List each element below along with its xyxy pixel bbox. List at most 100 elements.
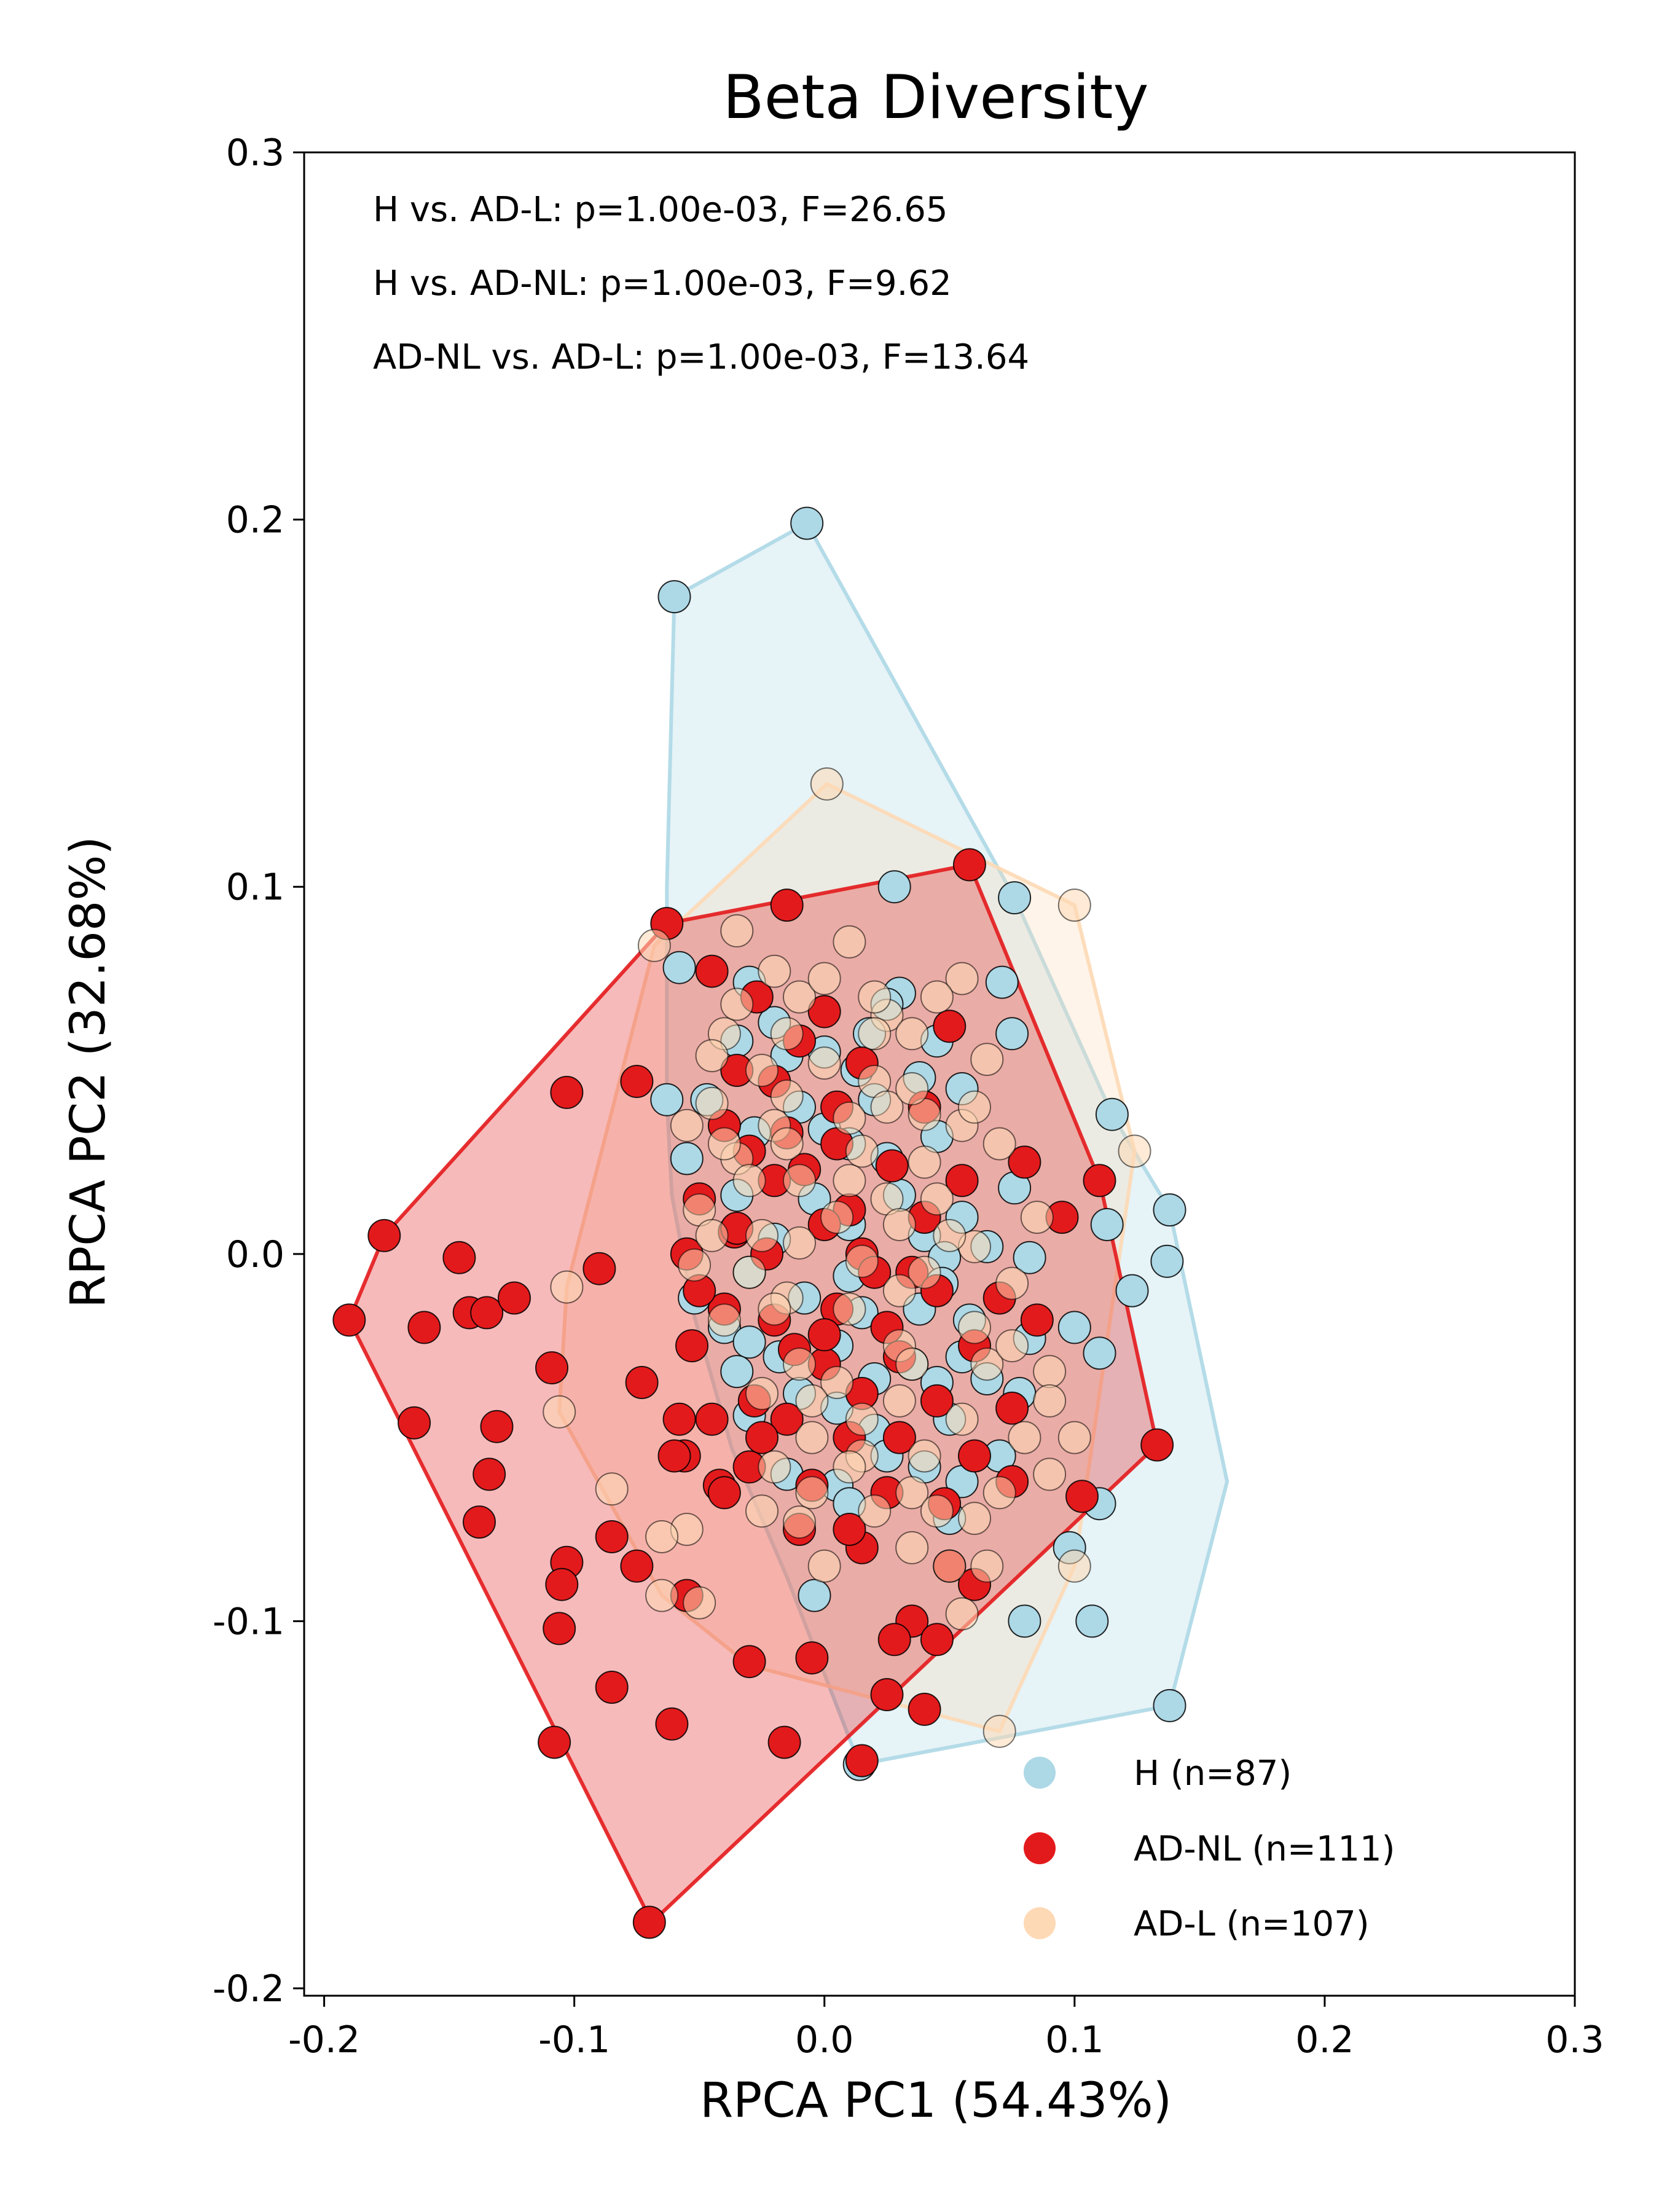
point-adnl bbox=[473, 1457, 506, 1491]
point-adl bbox=[970, 1043, 1004, 1077]
y-tick-label: -0.2 bbox=[213, 1967, 284, 2010]
point-adl bbox=[695, 1039, 729, 1073]
point-adl bbox=[920, 1494, 954, 1528]
point-adl bbox=[807, 1549, 841, 1583]
point-adl bbox=[908, 1439, 941, 1473]
point-adl bbox=[720, 914, 754, 947]
point-adl bbox=[807, 1046, 841, 1080]
point-adnl bbox=[535, 1351, 568, 1385]
point-adnl bbox=[920, 1384, 954, 1418]
point-adl bbox=[982, 1714, 1016, 1748]
point-adnl bbox=[463, 1505, 496, 1539]
annotation-adnl-vs-adl: AD-NL vs. AD-L: p=1.00e-03, F=13.64 bbox=[373, 337, 1029, 377]
point-adl bbox=[595, 1472, 629, 1506]
point-adnl bbox=[595, 1520, 629, 1553]
point-adl bbox=[807, 962, 841, 995]
point-adl bbox=[845, 1244, 879, 1278]
point-adnl bbox=[470, 1296, 504, 1330]
x-tick-label: -0.2 bbox=[288, 2018, 360, 2061]
point-adl bbox=[833, 925, 866, 959]
x-tick-label: -0.1 bbox=[538, 2018, 610, 2061]
point-adl bbox=[882, 1274, 916, 1308]
point-adnl bbox=[657, 1439, 691, 1473]
x-tick-label: 0.0 bbox=[795, 2018, 853, 2061]
point-adl bbox=[770, 1127, 804, 1161]
point-adnl bbox=[845, 1744, 879, 1778]
x-axis-title: RPCA PC1 (54.43%) bbox=[700, 2073, 1172, 2128]
point-adnl bbox=[595, 1671, 629, 1704]
point-adnl bbox=[770, 888, 804, 922]
point-adl bbox=[858, 1494, 892, 1528]
point-adnl bbox=[933, 1010, 967, 1043]
x-axis-ticks: -0.2 -0.1 0.0 0.1 0.2 0.3 bbox=[288, 1996, 1604, 2061]
point-adnl bbox=[707, 1476, 741, 1510]
point-adl bbox=[770, 1017, 804, 1051]
point-adnl bbox=[632, 1905, 666, 1939]
point-h bbox=[1095, 1097, 1129, 1131]
point-adnl bbox=[875, 1149, 909, 1183]
point-adnl bbox=[662, 1402, 696, 1436]
point-adl bbox=[732, 1255, 766, 1289]
point-adnl bbox=[958, 1439, 991, 1473]
point-adnl bbox=[833, 1513, 866, 1546]
point-adl bbox=[745, 1494, 779, 1528]
point-h bbox=[1083, 1336, 1116, 1370]
annotation-h-vs-adl: H vs. AD-L: p=1.00e-03, F=26.65 bbox=[373, 190, 947, 230]
point-adnl bbox=[995, 1391, 1029, 1425]
point-adnl bbox=[807, 1318, 841, 1352]
point-adl bbox=[770, 1079, 804, 1113]
point-adl bbox=[945, 1402, 979, 1436]
point-h bbox=[1057, 1311, 1091, 1344]
point-adl bbox=[870, 1090, 904, 1124]
point-adnl bbox=[332, 1303, 366, 1337]
legend-label-adl: AD-L (n=107) bbox=[1134, 1904, 1370, 1944]
point-h bbox=[1013, 1241, 1046, 1274]
point-adnl bbox=[952, 848, 986, 882]
point-adnl bbox=[807, 995, 841, 1029]
point-adl bbox=[758, 1450, 791, 1484]
point-h bbox=[995, 1017, 1029, 1051]
point-adl bbox=[945, 962, 979, 995]
x-tick-label: 0.1 bbox=[1045, 2018, 1104, 2061]
point-adl bbox=[720, 987, 754, 1021]
point-h bbox=[732, 1325, 766, 1359]
point-adl bbox=[543, 1395, 576, 1429]
point-adnl bbox=[582, 1252, 616, 1285]
scatter-points bbox=[332, 506, 1186, 1939]
point-adnl bbox=[908, 1692, 941, 1726]
point-adl bbox=[1020, 1201, 1054, 1234]
point-adnl bbox=[767, 1725, 801, 1759]
point-adnl bbox=[870, 1678, 904, 1711]
point-adnl bbox=[498, 1281, 531, 1315]
statistics-annotations: H vs. AD-L: p=1.00e-03, F=26.65 H vs. AD… bbox=[373, 190, 1029, 377]
y-tick-label: 0.0 bbox=[226, 1233, 284, 1276]
legend-label-h: H (n=87) bbox=[1134, 1754, 1292, 1794]
point-h bbox=[1115, 1274, 1149, 1308]
legend-label-adnl: AD-NL (n=111) bbox=[1134, 1829, 1395, 1869]
point-adl bbox=[982, 1127, 1016, 1161]
point-adl bbox=[637, 928, 671, 962]
point-adl bbox=[783, 1226, 816, 1260]
point-adl bbox=[920, 1182, 954, 1216]
point-adl bbox=[783, 980, 816, 1014]
point-adl bbox=[858, 1017, 892, 1051]
point-adl bbox=[707, 1127, 741, 1161]
point-adl bbox=[550, 1270, 584, 1304]
point-adnl bbox=[770, 1402, 804, 1436]
point-adl bbox=[958, 1311, 991, 1344]
point-adl bbox=[695, 1086, 729, 1120]
x-tick-label: 0.3 bbox=[1545, 2018, 1604, 2061]
point-adnl bbox=[407, 1311, 441, 1344]
plot-frame bbox=[303, 151, 1576, 1997]
point-adnl bbox=[545, 1567, 579, 1601]
point-adnl bbox=[543, 1612, 576, 1645]
point-h bbox=[720, 1355, 754, 1389]
point-adnl bbox=[367, 1218, 401, 1252]
point-adl bbox=[1033, 1355, 1067, 1389]
y-tick-label: 0.3 bbox=[226, 131, 284, 175]
point-adl bbox=[1057, 1549, 1091, 1583]
point-adl bbox=[933, 1549, 967, 1583]
point-adnl bbox=[538, 1725, 571, 1759]
point-adl bbox=[895, 1531, 929, 1564]
